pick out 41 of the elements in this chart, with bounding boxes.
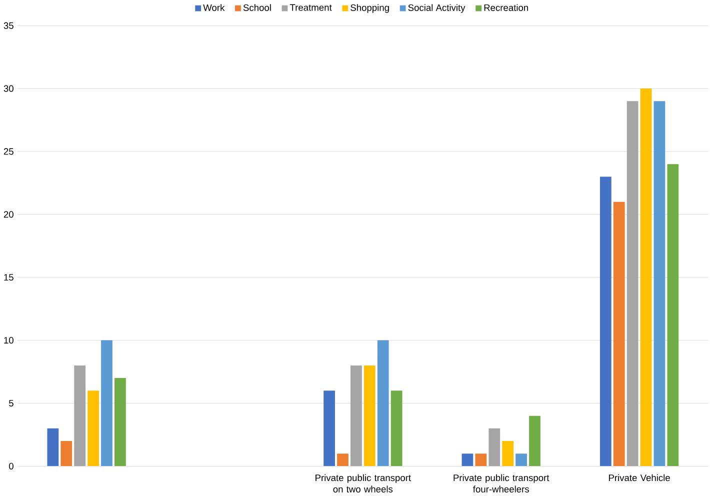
bar bbox=[626, 101, 638, 466]
bar bbox=[377, 340, 389, 466]
bar bbox=[462, 454, 474, 466]
y-tick-label: 20 bbox=[4, 211, 14, 218]
legend-label: School bbox=[243, 4, 271, 12]
bar bbox=[390, 390, 402, 466]
bar bbox=[350, 366, 362, 466]
bar bbox=[337, 454, 348, 466]
x-tick-label: Private Vehicle bbox=[608, 474, 670, 482]
bar bbox=[101, 340, 112, 466]
legend-label: Recreation bbox=[484, 4, 528, 12]
bar bbox=[488, 428, 500, 466]
legend-label: Treatment bbox=[290, 4, 332, 11]
y-tick-label: 25 bbox=[4, 148, 14, 155]
legend-label: Shopping bbox=[350, 4, 389, 13]
bar bbox=[60, 441, 72, 466]
bar bbox=[47, 428, 59, 466]
bar bbox=[613, 202, 625, 466]
bar bbox=[654, 101, 666, 466]
y-tick-label: 5 bbox=[9, 400, 14, 407]
bar bbox=[600, 176, 612, 466]
bar bbox=[324, 390, 335, 466]
bar bbox=[74, 366, 86, 466]
y-tick-label: 15 bbox=[4, 274, 14, 281]
bar bbox=[475, 454, 487, 466]
bar bbox=[516, 454, 527, 466]
y-tick-label: 35 bbox=[4, 22, 14, 29]
bar bbox=[364, 366, 376, 466]
bar bbox=[88, 390, 99, 466]
legend-label: Social Activity bbox=[408, 4, 466, 13]
bar bbox=[502, 441, 514, 466]
bar bbox=[640, 88, 652, 466]
y-tick-label: 30 bbox=[4, 85, 14, 92]
legend-label: Work bbox=[203, 4, 225, 12]
x-tick-label: Private public transport four-wheelers bbox=[454, 474, 550, 493]
x-tick-label: Private public transport on two wheels bbox=[316, 474, 411, 493]
y-tick-label: 0 bbox=[8, 462, 14, 470]
bar bbox=[114, 378, 126, 466]
y-tick-label: 10 bbox=[4, 337, 14, 344]
bar bbox=[667, 164, 679, 466]
bar bbox=[529, 416, 540, 466]
